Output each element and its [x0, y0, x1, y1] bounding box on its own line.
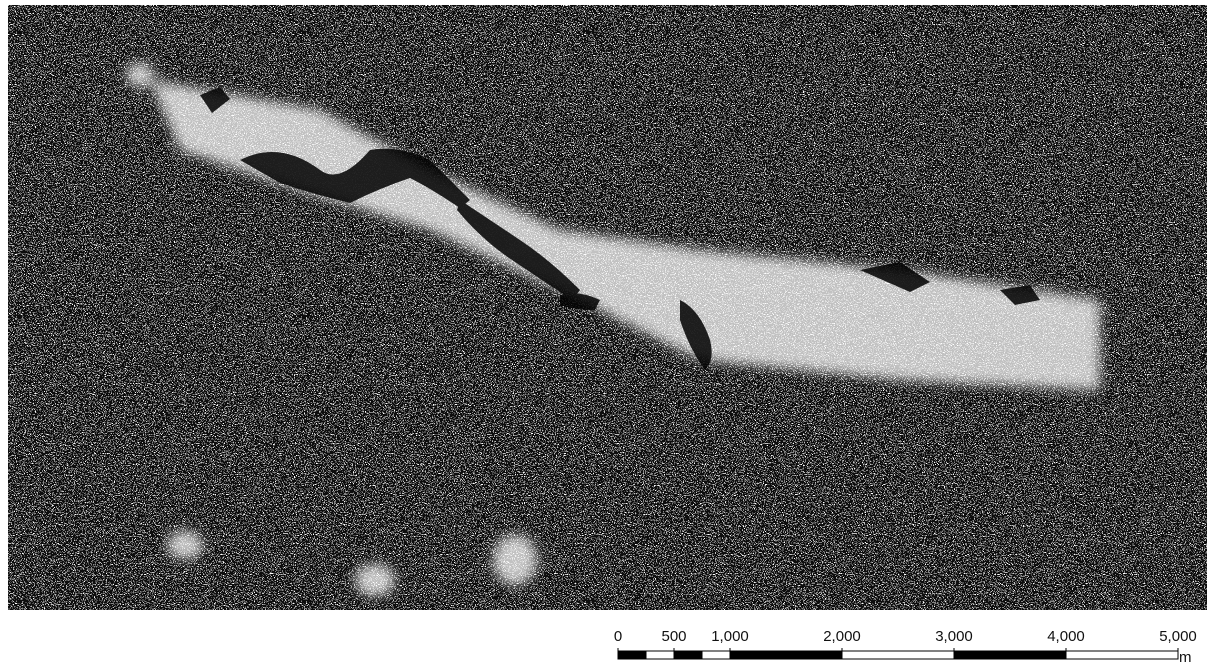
scale-segment — [842, 651, 954, 659]
scale-label: 3,000 — [935, 628, 973, 645]
page: 0 500 1,000 2,000 3,000 4,000 5,000 m — [0, 0, 1215, 663]
scale-segment — [646, 651, 674, 659]
scale-segment — [674, 651, 702, 659]
scale-segment — [1066, 651, 1178, 659]
scale-bar: 0 500 1,000 2,000 3,000 4,000 5,000 m — [614, 628, 1197, 663]
scale-label: 1,000 — [711, 628, 749, 645]
scale-segment — [702, 651, 730, 659]
scale-segment — [618, 651, 646, 659]
scale-segment — [730, 651, 842, 659]
scale-segment — [954, 651, 1066, 659]
scale-unit: m — [1179, 649, 1192, 663]
scale-label: 500 — [661, 628, 686, 645]
scale-label: 2,000 — [823, 628, 861, 645]
scale-label: 4,000 — [1047, 628, 1085, 645]
map: 0 500 1,000 2,000 3,000 4,000 5,000 m — [0, 0, 1215, 663]
scale-label: 5,000 — [1159, 628, 1197, 645]
scale-label: 0 — [614, 628, 622, 645]
radar-image — [8, 5, 1207, 610]
